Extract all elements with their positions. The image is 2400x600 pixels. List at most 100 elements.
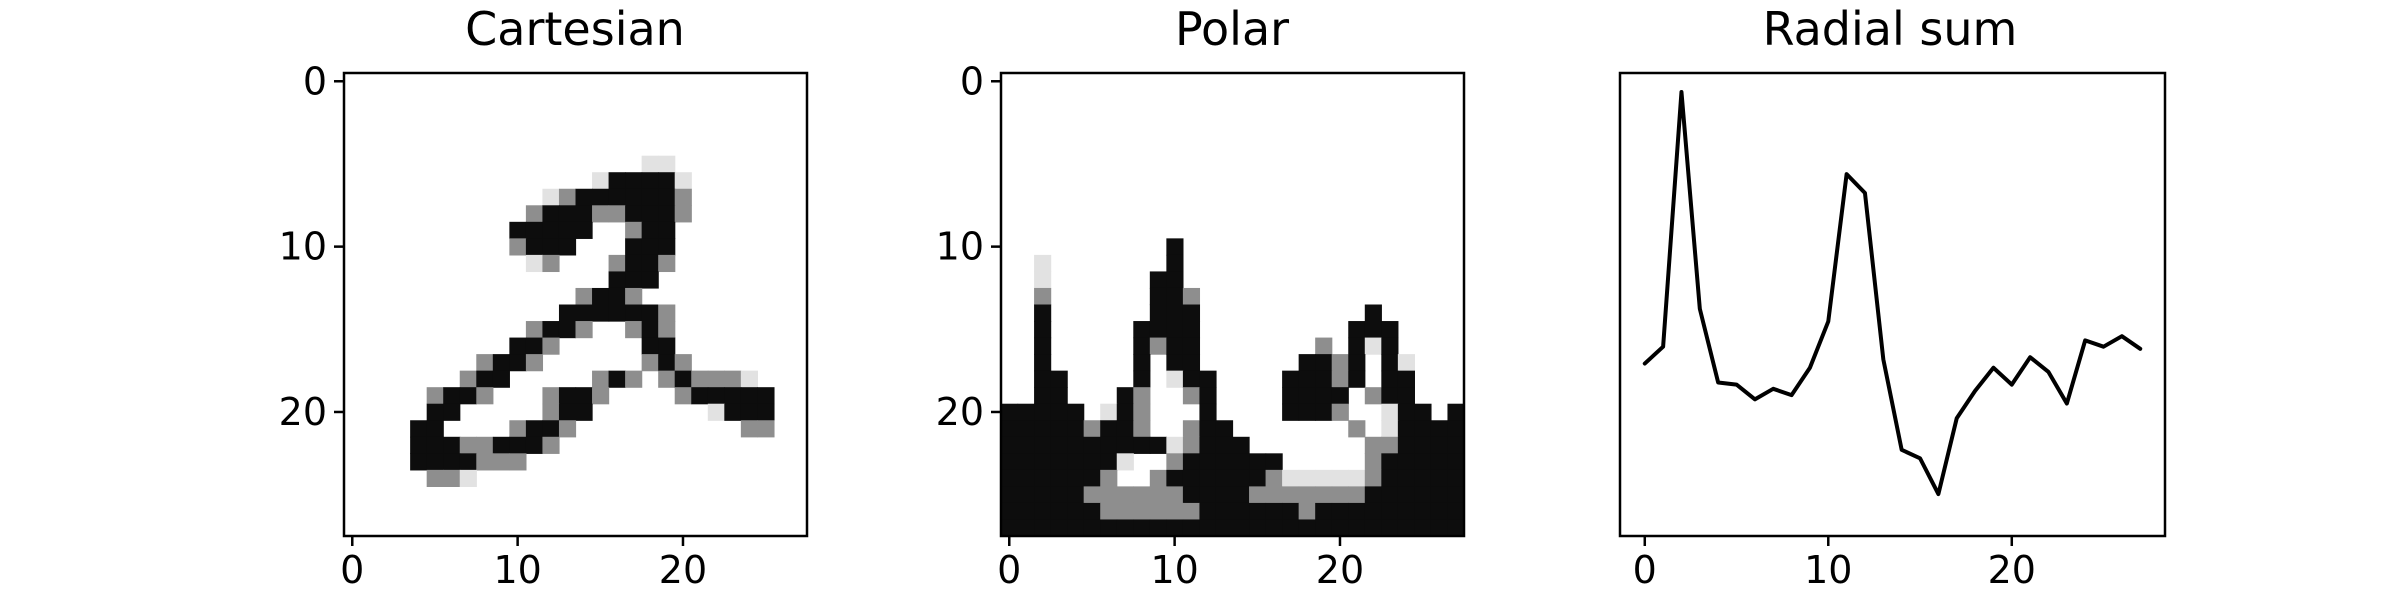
cartesian-pixel [592,370,610,388]
polar-pixel [1166,337,1184,355]
polar-pixel [1315,469,1333,487]
polar-pixel [1282,387,1300,405]
cartesian-pixel [476,436,494,454]
polar-pixel [1397,354,1415,372]
cartesian-pixel [740,403,758,421]
cartesian-pixel [724,403,742,421]
polar-pixel [1414,453,1432,471]
polar-pixel [1166,469,1184,487]
cartesian-ticks: 0 10 20 0 10 20 [279,59,708,592]
polar-pixel [1017,453,1035,471]
polar-pixel [1447,519,1465,537]
polar-pixel [1100,403,1118,421]
polar-pixel [1249,469,1267,487]
polar-pixel [1100,519,1118,537]
cartesian-pixel [525,254,544,273]
cartesian-pixel [426,387,444,405]
cartesian-pixel [608,205,626,223]
polar-pixel [1215,420,1234,438]
cartesian-pixel [459,453,477,471]
cartesian-pixel [509,420,527,438]
cartesian-pixel [525,436,544,454]
cartesian-pixel [443,387,461,405]
polar-pixel [1100,486,1118,504]
polar-pixel [1149,469,1167,487]
polar-y-tick-label: 10 [936,225,984,269]
polar-pixel [1133,403,1151,421]
polar-pixel [1017,486,1035,504]
polar-pixel [1348,502,1366,521]
cartesian-pixel [625,188,643,206]
polar-pixel [1414,502,1432,521]
polar-pixel [1166,453,1184,471]
polar-pixel [1381,502,1399,521]
polar-pixel [1199,519,1217,537]
cartesian-pixel [558,321,577,339]
polar-y-tick-label: 0 [960,59,984,103]
cartesian-pixel [658,354,676,372]
polar-pixel [1166,354,1184,372]
cartesian-pixel [658,321,676,339]
polar-axes-frame [999,71,1466,538]
polar-pixel [1133,321,1151,339]
polar-pixel [1232,519,1250,537]
polar-pixel [1166,486,1184,504]
polar-pixel [1083,436,1101,454]
polar-pixel [1034,287,1052,306]
polar-pixel [1116,387,1134,405]
cartesian-pixel [641,188,659,206]
cartesian-axes-frame [342,71,809,538]
polar-pixel [1133,387,1151,405]
polar-pixel [1001,469,1019,487]
polar-pixel [1397,403,1415,421]
polar-pixel [1331,403,1349,421]
cartesian-pixel [625,238,643,256]
cartesian-pixel [658,304,676,322]
polar-pixel [1315,519,1333,537]
cartesian-pixel [426,420,444,438]
cartesian-pixel [625,321,643,339]
cartesian-pixel [674,172,692,190]
polar-pixel [1067,403,1085,421]
polar-title: Polar [1175,2,1289,56]
cartesian-pixel [492,370,510,388]
cartesian-pixel [426,436,444,454]
polar-pixel [1050,436,1068,454]
polar-pixel [1364,469,1382,487]
polar-pixel [1166,271,1184,289]
polar-pixel [1182,287,1201,306]
polar-pixel [1282,370,1300,388]
polar-pixel [1414,403,1432,421]
polar-pixel [1149,321,1167,339]
polar-pixel [1315,502,1333,521]
cartesian-pixel [443,436,461,454]
polar-pixel [1298,370,1316,388]
cartesian-pixel [608,188,626,206]
polar-pixel [1348,519,1366,537]
polar-pixel [1116,436,1134,454]
polar-x-tick-label: 20 [1316,548,1364,592]
cartesian-pixel [525,238,544,256]
polar-pixel [1199,436,1217,454]
polar-pixel [1199,502,1217,521]
polar-pixel [1381,436,1399,454]
polar-pixel [1249,519,1267,537]
polar-pixel [1331,387,1349,405]
cartesian-pixel [575,321,593,339]
polar-pixel [1265,453,1283,471]
cartesian-pixel [608,287,626,306]
polar-pixel [1430,519,1449,537]
polar-pixel [1315,387,1333,405]
cartesian-pixel [658,155,676,173]
polar-pixel [1067,469,1085,487]
polar-pixel [1232,486,1250,504]
polar-y-tick-label: 20 [936,390,984,434]
cartesian-pixel [426,403,444,421]
polar-pixel [1149,502,1167,521]
polar-pixel [1182,486,1201,504]
polar-pixel [1298,387,1316,405]
polar-pixel [1331,354,1349,372]
polar-pixel [1397,387,1415,405]
polar-pixel [1050,486,1068,504]
polar-pixel [1364,436,1382,454]
